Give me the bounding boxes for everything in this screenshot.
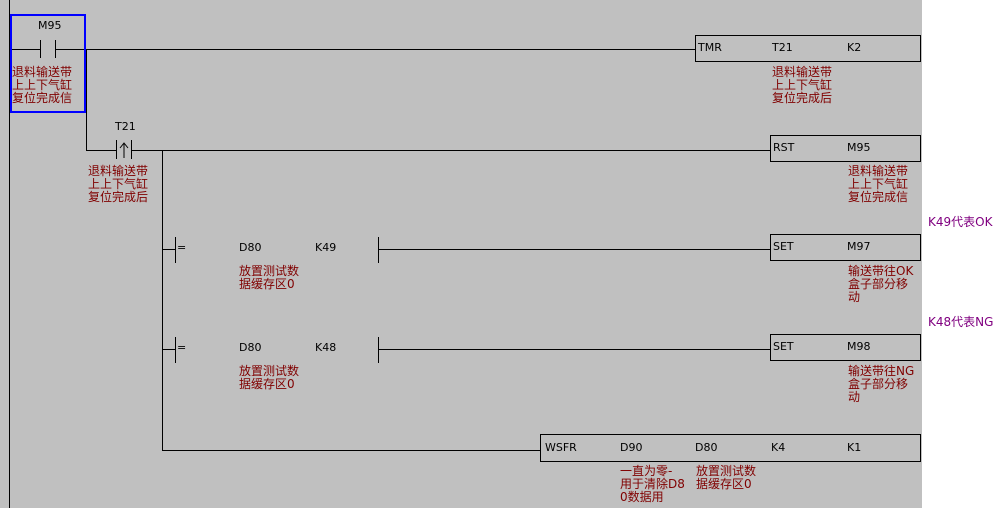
tmr-arg-const: K2 (847, 41, 862, 54)
compare-op: = (177, 341, 187, 354)
wire (162, 349, 175, 350)
rst-comment: 退料输送带 上上下气缸 复位完成信 (848, 164, 909, 204)
note-k49: K49代表OK (928, 215, 993, 229)
rst-arg: M95 (847, 141, 871, 154)
wsfr-arg-4: K1 (847, 441, 862, 454)
wire (9, 49, 40, 50)
set-op: SET (773, 240, 794, 253)
wire (378, 349, 770, 350)
rising-edge-icon (119, 142, 129, 158)
set-arg: M98 (847, 340, 871, 353)
compare-s1: D80 (239, 341, 262, 354)
wsfr-op: WSFR (545, 441, 577, 454)
contact-t21-left (116, 140, 117, 159)
wire (131, 150, 770, 151)
compare-contact-right (378, 237, 379, 263)
wsfr-arg-3: K4 (771, 441, 786, 454)
compare-s1: D80 (239, 241, 262, 254)
compare-s2: K49 (315, 241, 337, 254)
instruction-tmr[interactable]: TMR T21 K2 (695, 35, 921, 62)
set-m98-comment: 输送带往NG 盒子部分移 动 (848, 364, 915, 404)
tmr-comment: 退料输送带 上上下气缸 复位完成后 (772, 65, 833, 105)
compare-contact-right (378, 337, 379, 363)
compare-comment: 放置测试数 据缓存区0 (239, 364, 300, 391)
contact-m95-comment: 退料输送带 上上下气缸 复位完成信 (12, 65, 73, 105)
tmr-arg-timer: T21 (772, 41, 793, 54)
wire (55, 49, 695, 50)
wsfr-arg-1: D90 (620, 441, 643, 454)
set-op: SET (773, 340, 794, 353)
instruction-wsfr[interactable]: WSFR D90 D80 K4 K1 (540, 434, 921, 462)
note-k48: K48代表NG (928, 315, 994, 329)
rst-op: RST (773, 141, 795, 154)
instruction-set-m97[interactable]: SET M97 (770, 234, 921, 261)
branch-wire (162, 150, 163, 451)
wire (378, 249, 770, 250)
compare-contact-left (175, 337, 176, 363)
wire (162, 249, 175, 250)
contact-t21-right (131, 140, 132, 159)
wsfr-arg-2: D80 (695, 441, 718, 454)
compare-contact-left (175, 237, 176, 263)
ladder-canvas[interactable]: M95 退料输送带 上上下气缸 复位完成信 TMR T21 K2 退料输送带 上… (0, 0, 922, 508)
compare-op: = (177, 241, 187, 254)
instruction-set-m98[interactable]: SET M98 (770, 334, 921, 361)
contact-t21-comment: 退料输送带 上上下气缸 复位完成后 (88, 164, 149, 204)
contact-m95-left (40, 40, 41, 58)
selection-cursor (10, 14, 86, 113)
wire (86, 150, 116, 151)
wire (162, 450, 540, 451)
wsfr-d80-comment: 放置测试数 据缓存区0 (696, 464, 757, 491)
branch-wire (86, 49, 87, 151)
instruction-rst[interactable]: RST M95 (770, 135, 921, 162)
compare-s2: K48 (315, 341, 337, 354)
wsfr-d90-comment: 一直为零- 用于清除D8 0数据用 (620, 464, 685, 504)
tmr-op: TMR (698, 41, 722, 54)
set-m97-comment: 输送带往OK 盒子部分移 动 (848, 264, 914, 304)
contact-t21-label: T21 (115, 120, 136, 133)
set-arg: M97 (847, 240, 871, 253)
left-power-rail (9, 0, 10, 508)
compare-comment: 放置测试数 据缓存区0 (239, 264, 300, 291)
contact-m95-label: M95 (38, 19, 62, 32)
